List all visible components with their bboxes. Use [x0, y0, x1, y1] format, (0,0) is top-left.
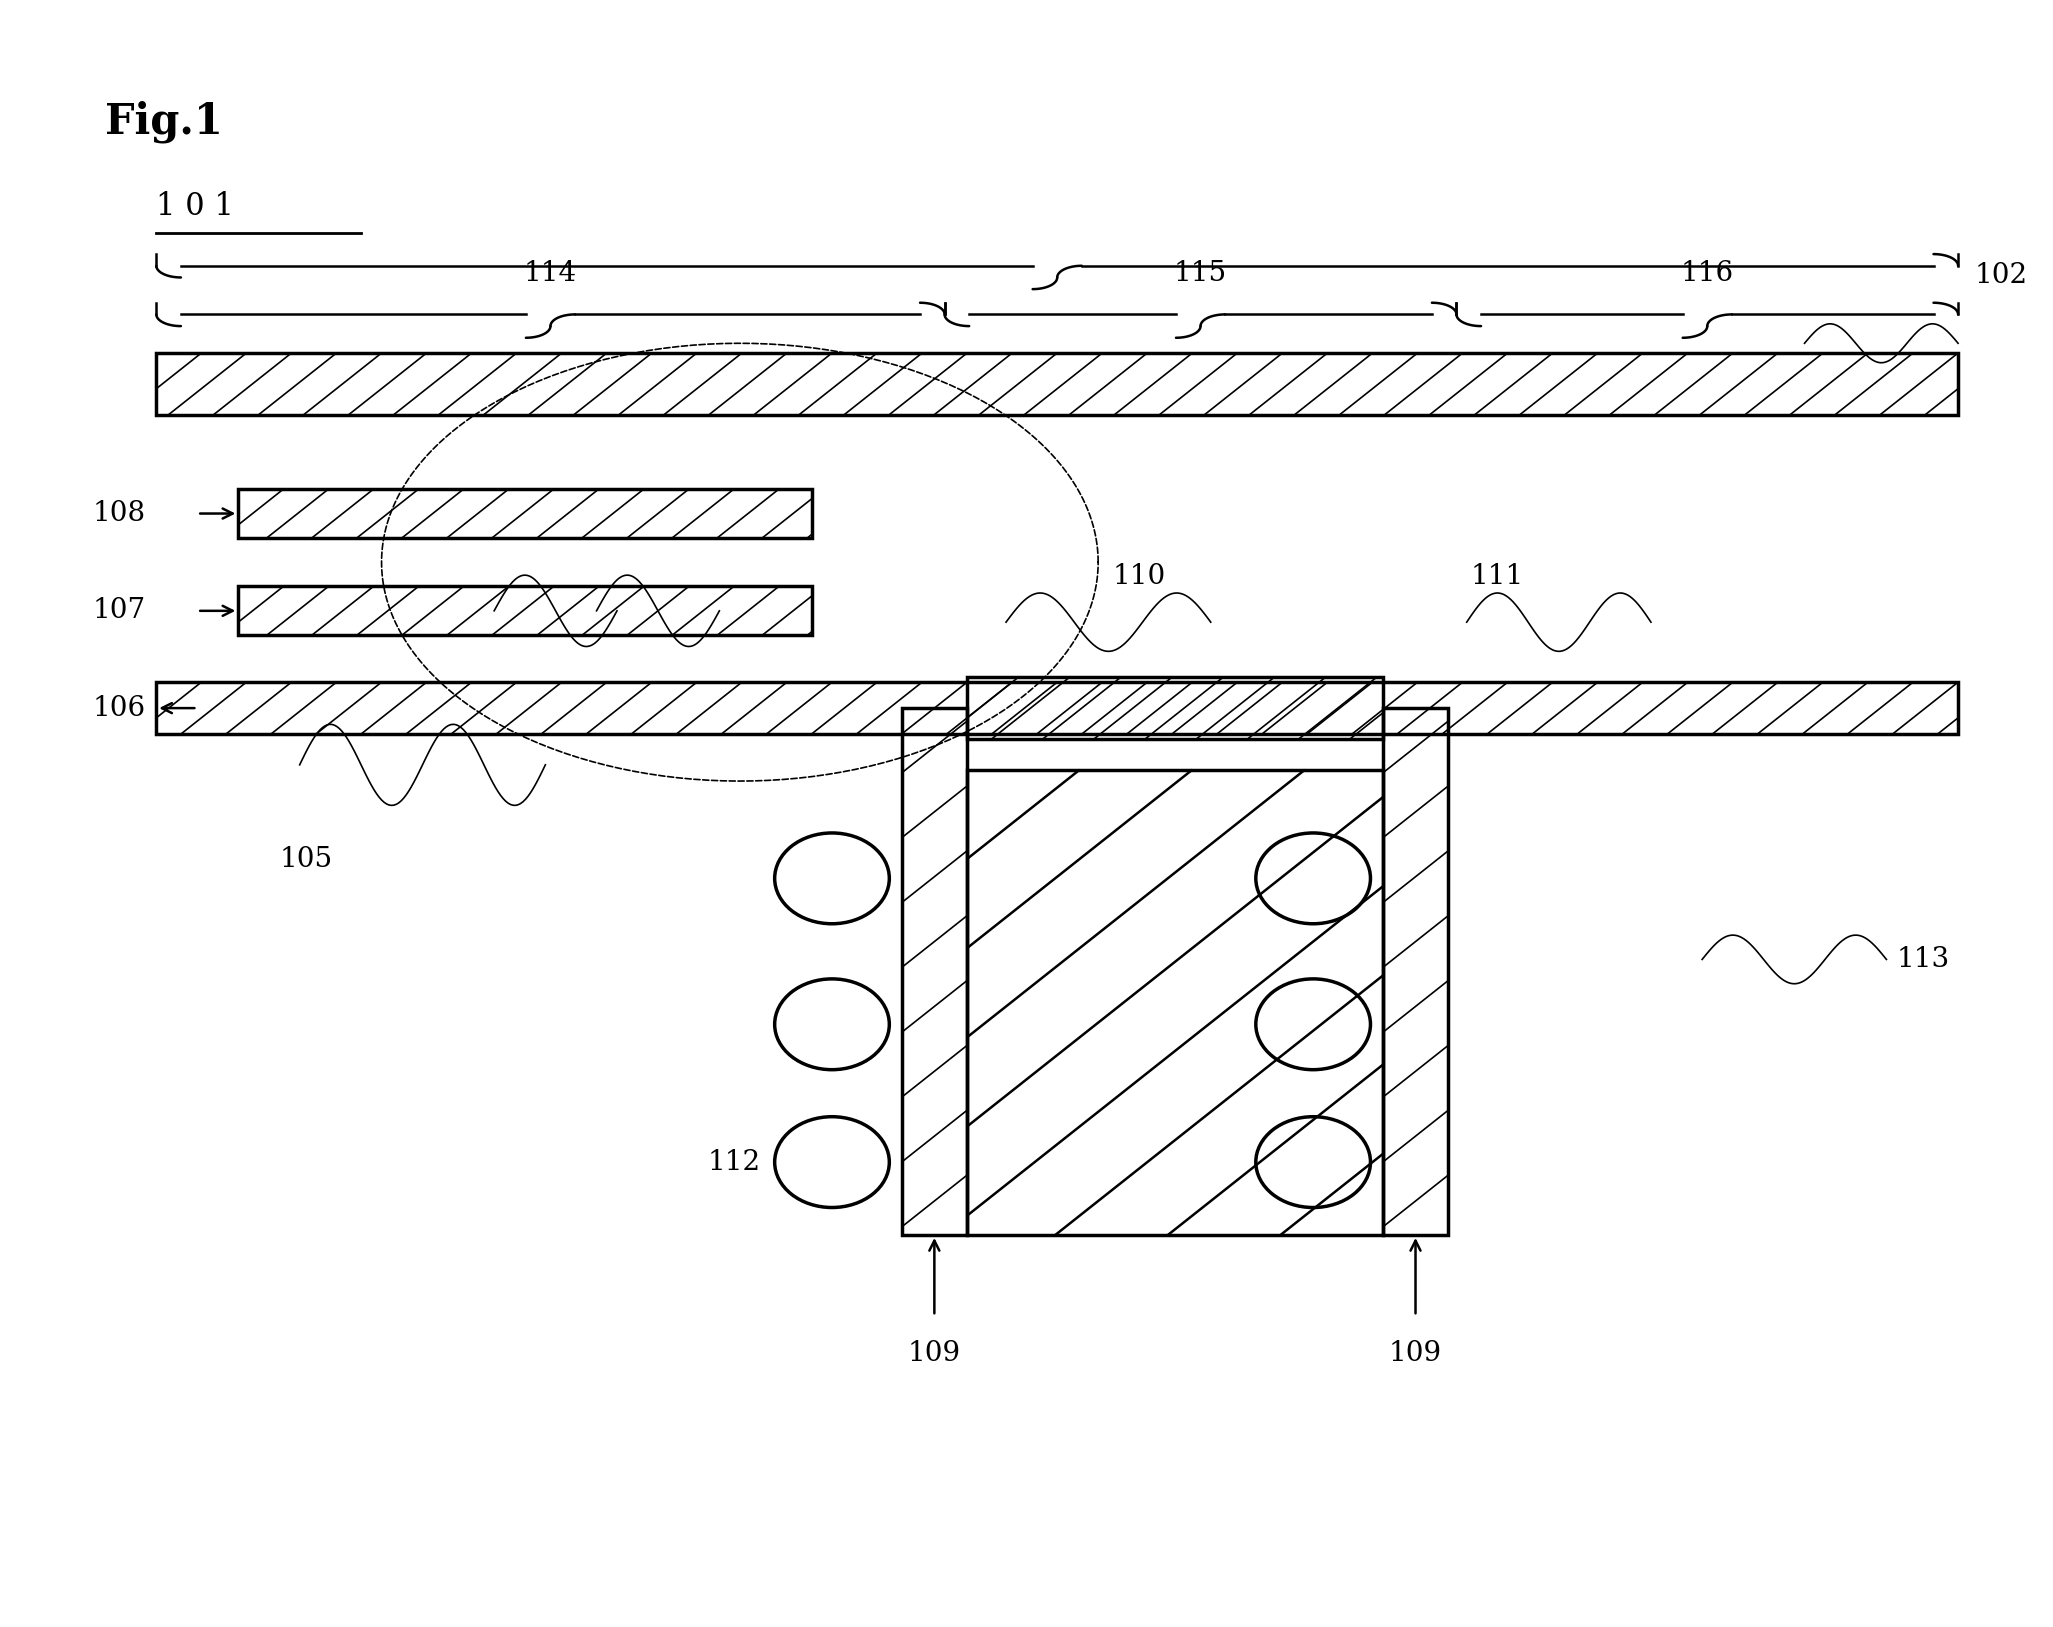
Text: 113: 113	[1897, 945, 1950, 973]
Polygon shape	[901, 708, 967, 1235]
Text: 1 0 1: 1 0 1	[156, 190, 234, 221]
Polygon shape	[238, 490, 811, 539]
Text: 106: 106	[92, 695, 146, 722]
Text: 114: 114	[524, 260, 577, 286]
Polygon shape	[156, 682, 1959, 734]
Text: 105: 105	[279, 846, 333, 874]
Text: 109: 109	[907, 1341, 961, 1367]
Text: Fig.1: Fig.1	[105, 101, 224, 143]
Text: 109: 109	[1390, 1341, 1441, 1367]
Polygon shape	[156, 353, 1959, 415]
Text: 116: 116	[1681, 260, 1735, 286]
Text: 108: 108	[92, 499, 146, 527]
Text: 112: 112	[706, 1149, 760, 1176]
Text: 115: 115	[1174, 260, 1228, 286]
Polygon shape	[967, 770, 1384, 1235]
Polygon shape	[238, 586, 811, 635]
Text: 110: 110	[1113, 563, 1166, 589]
Text: 111: 111	[1470, 563, 1523, 589]
Text: 102: 102	[1975, 262, 2028, 288]
Text: 107: 107	[92, 597, 146, 625]
Polygon shape	[1384, 708, 1447, 1235]
Polygon shape	[967, 677, 1384, 739]
